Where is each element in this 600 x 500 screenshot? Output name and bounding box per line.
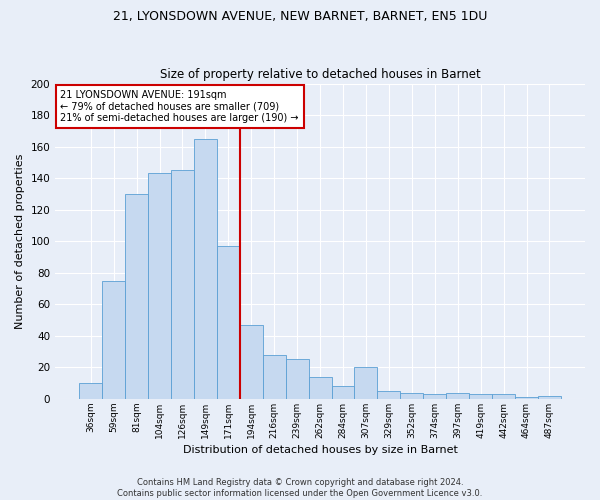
Bar <box>377 391 400 399</box>
Bar <box>240 325 263 399</box>
X-axis label: Distribution of detached houses by size in Barnet: Distribution of detached houses by size … <box>182 445 458 455</box>
Bar <box>355 368 377 399</box>
Bar <box>148 174 171 399</box>
Bar <box>102 280 125 399</box>
Bar <box>469 394 492 399</box>
Bar <box>492 394 515 399</box>
Text: 21, LYONSDOWN AVENUE, NEW BARNET, BARNET, EN5 1DU: 21, LYONSDOWN AVENUE, NEW BARNET, BARNET… <box>113 10 487 23</box>
Bar <box>515 398 538 399</box>
Bar <box>423 394 446 399</box>
Bar <box>308 377 332 399</box>
Text: Contains HM Land Registry data © Crown copyright and database right 2024.
Contai: Contains HM Land Registry data © Crown c… <box>118 478 482 498</box>
Bar <box>171 170 194 399</box>
Y-axis label: Number of detached properties: Number of detached properties <box>15 154 25 329</box>
Bar <box>79 383 102 399</box>
Bar <box>217 246 240 399</box>
Bar <box>446 392 469 399</box>
Bar <box>400 392 423 399</box>
Bar <box>332 386 355 399</box>
Bar <box>194 138 217 399</box>
Bar <box>286 360 308 399</box>
Bar <box>538 396 561 399</box>
Bar <box>125 194 148 399</box>
Text: 21 LYONSDOWN AVENUE: 191sqm
← 79% of detached houses are smaller (709)
21% of se: 21 LYONSDOWN AVENUE: 191sqm ← 79% of det… <box>61 90 299 123</box>
Title: Size of property relative to detached houses in Barnet: Size of property relative to detached ho… <box>160 68 481 81</box>
Bar <box>263 355 286 399</box>
